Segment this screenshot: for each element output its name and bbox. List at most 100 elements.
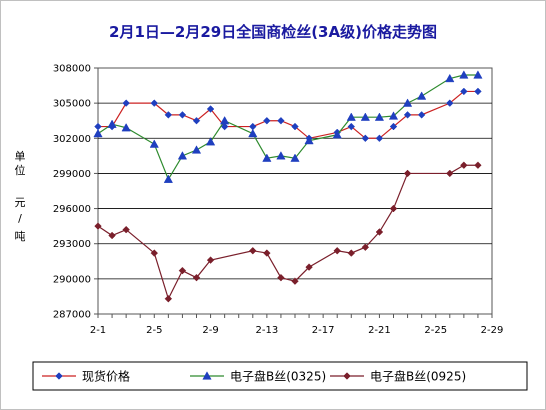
data-point bbox=[304, 135, 314, 145]
y-tick-label: 296000 bbox=[53, 204, 91, 215]
data-point bbox=[291, 277, 299, 285]
data-point bbox=[276, 151, 286, 160]
y-tick-label: 293000 bbox=[53, 239, 91, 250]
data-point bbox=[277, 116, 285, 125]
y-axis-ticks: 287000 290000 293000 296000 299000 302000 3050… bbox=[53, 64, 98, 321]
data-point bbox=[249, 246, 257, 255]
data-point bbox=[460, 87, 468, 96]
data-point bbox=[149, 139, 159, 148]
x-tick-label: 2-29 bbox=[481, 325, 504, 336]
x-tick-label: 2-1 bbox=[90, 325, 106, 336]
data-point bbox=[445, 73, 455, 83]
data-point bbox=[93, 128, 103, 138]
data-point bbox=[417, 91, 427, 100]
plot-area bbox=[97, 67, 493, 315]
data-point bbox=[205, 137, 216, 146]
data-point bbox=[291, 122, 299, 131]
data-point bbox=[150, 99, 159, 107]
x-tick-label: 2-21 bbox=[368, 325, 391, 336]
y-axis-label-unit: 位 bbox=[15, 163, 26, 177]
data-point bbox=[346, 112, 356, 121]
legend-label: 电子盘B丝(0325) bbox=[230, 369, 326, 384]
data-point bbox=[402, 98, 413, 107]
data-point bbox=[263, 116, 271, 125]
data-point bbox=[122, 225, 130, 234]
data-point bbox=[375, 134, 384, 143]
y-tick-label: 299000 bbox=[53, 169, 91, 180]
y-axis-label-unit: 单 bbox=[15, 150, 26, 163]
data-point bbox=[374, 112, 385, 121]
series-2 bbox=[93, 70, 483, 183]
legend-marker bbox=[55, 372, 63, 380]
data-point bbox=[375, 228, 384, 236]
y-tick-label: 302000 bbox=[53, 134, 91, 145]
data-point bbox=[262, 153, 272, 162]
data-point bbox=[177, 151, 188, 160]
data-point bbox=[248, 128, 258, 138]
data-point bbox=[347, 122, 356, 131]
series-3 bbox=[94, 161, 482, 303]
data-point bbox=[192, 273, 201, 282]
data-point bbox=[474, 87, 482, 96]
legend-marker bbox=[202, 371, 212, 380]
x-tick-label: 2-9 bbox=[202, 325, 218, 336]
data-point bbox=[290, 153, 300, 162]
data-point bbox=[388, 111, 399, 120]
legend-label: 电子盘B丝(0925) bbox=[370, 369, 466, 384]
legend-label: 现货价格 bbox=[82, 369, 130, 384]
y-axis-label-unit: 元 bbox=[15, 196, 26, 209]
data-point bbox=[263, 249, 271, 257]
data-point bbox=[206, 256, 215, 264]
y-tick-label: 308000 bbox=[53, 64, 91, 75]
data-point bbox=[474, 161, 482, 169]
data-point bbox=[178, 111, 187, 119]
data-point bbox=[220, 122, 229, 131]
y-axis-label-unit: 吨 bbox=[15, 230, 26, 243]
data-point bbox=[417, 111, 426, 119]
data-point bbox=[305, 263, 313, 271]
grid-lines bbox=[98, 102, 492, 280]
y-axis-label: 单 位 元 / 吨 bbox=[15, 150, 26, 243]
y-tick-label: 290000 bbox=[53, 274, 91, 285]
series-layer bbox=[93, 70, 483, 303]
data-point bbox=[191, 145, 202, 154]
data-point bbox=[360, 112, 370, 121]
series-line bbox=[97, 74, 478, 181]
y-tick-label: 287000 bbox=[53, 310, 91, 321]
data-point bbox=[192, 116, 201, 125]
x-tick-label: 2-17 bbox=[312, 325, 335, 336]
data-point bbox=[389, 204, 398, 213]
data-point bbox=[206, 105, 215, 113]
data-point bbox=[446, 99, 454, 107]
data-point bbox=[122, 99, 130, 107]
data-point bbox=[473, 70, 483, 79]
data-point bbox=[107, 119, 117, 128]
x-tick-label: 2-25 bbox=[424, 325, 447, 336]
x-tick-label: 2-5 bbox=[146, 325, 162, 336]
data-point bbox=[277, 273, 285, 282]
chart-title: 2月1日—2月29日全国商检丝(3A级)价格走势图 bbox=[109, 23, 437, 41]
data-point bbox=[164, 295, 173, 303]
data-point bbox=[108, 231, 116, 240]
x-tick-label: 2-13 bbox=[256, 325, 279, 336]
x-axis-ticks: 2-1 2-5 2-9 2-13 2-17 2-21 2-25 2-29 bbox=[90, 314, 504, 336]
data-point bbox=[178, 266, 187, 275]
data-point bbox=[403, 169, 412, 178]
series-line bbox=[97, 164, 478, 301]
data-point bbox=[347, 249, 356, 257]
y-axis-label-unit: / bbox=[18, 212, 22, 225]
legend-box bbox=[32, 361, 528, 391]
data-point bbox=[220, 115, 230, 125]
data-point bbox=[163, 174, 173, 183]
legend-marker bbox=[343, 372, 351, 380]
data-point bbox=[121, 123, 131, 132]
data-point bbox=[446, 169, 454, 178]
data-point bbox=[459, 70, 469, 79]
data-point bbox=[361, 243, 370, 251]
data-point bbox=[389, 122, 398, 131]
data-point bbox=[403, 111, 412, 119]
data-point bbox=[333, 246, 341, 255]
data-point bbox=[164, 111, 173, 119]
legend: 现货价格 电子盘B丝(0325) 电子盘B丝(0925) bbox=[42, 369, 466, 384]
